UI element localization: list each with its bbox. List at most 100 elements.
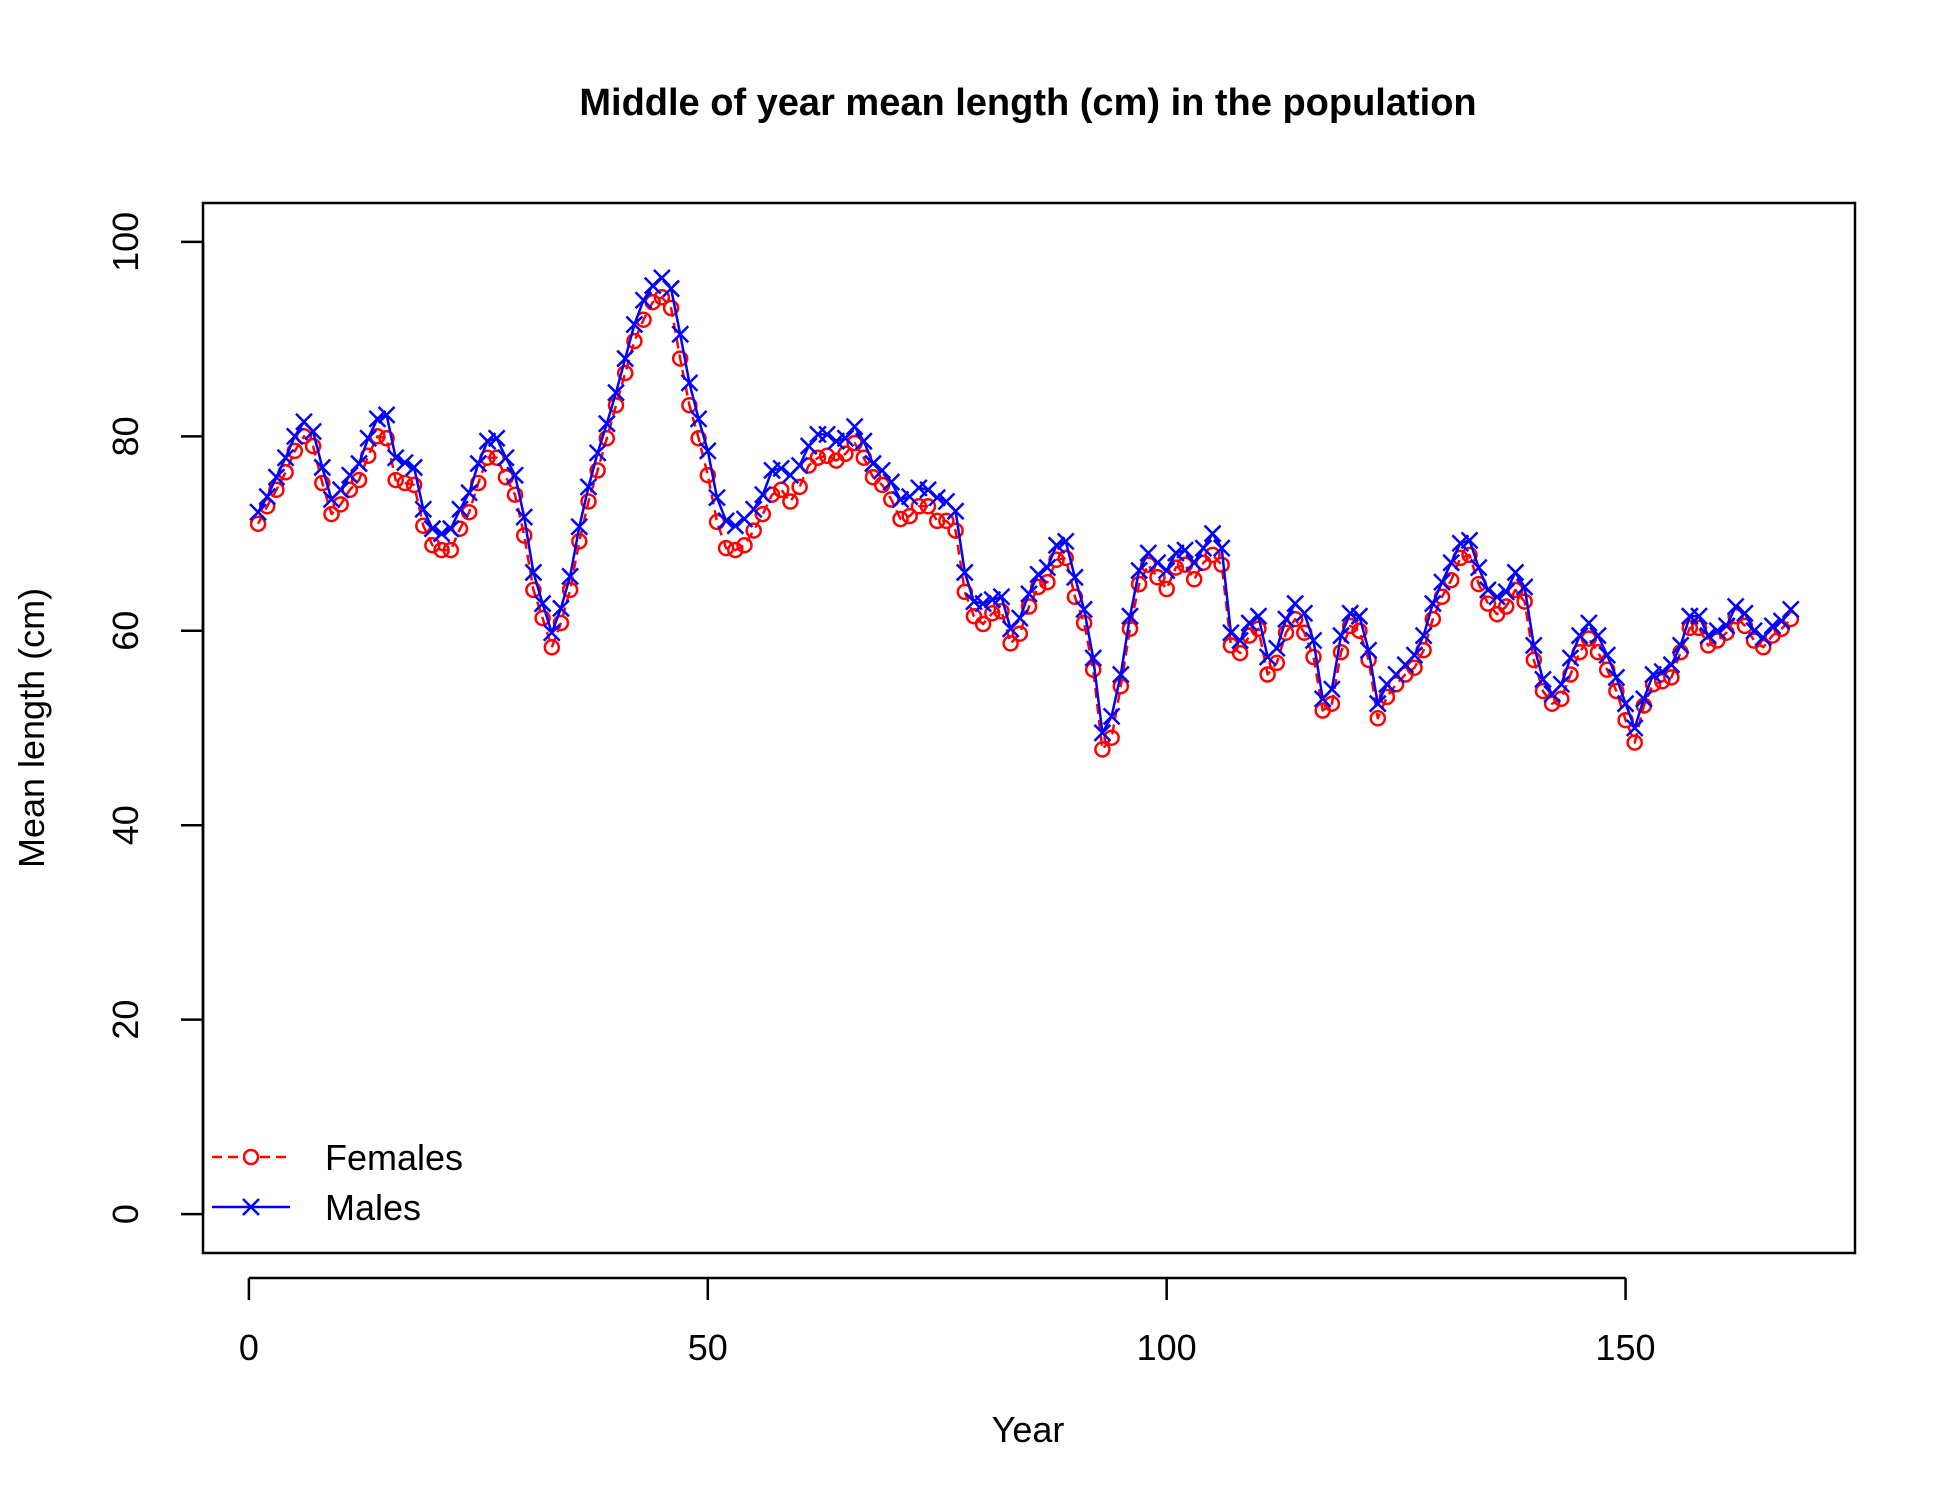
data-point-males (423, 519, 442, 538)
data-point-females (818, 447, 836, 465)
y-tick-label: 40 (105, 805, 146, 845)
data-point-females (699, 466, 717, 484)
data-point-males (386, 448, 405, 467)
data-point-males (441, 519, 460, 538)
data-point-males (1442, 553, 1461, 572)
data-point-males (1240, 614, 1259, 632)
data-point-males (744, 500, 763, 519)
data-point-males (1084, 649, 1103, 667)
data-point-females (1011, 625, 1029, 642)
y-tick-label: 60 (105, 611, 146, 651)
data-point-females (1553, 690, 1570, 708)
data-point-males (515, 508, 534, 526)
data-point-females (433, 541, 450, 559)
data-point-females (488, 449, 505, 466)
data-point-males (992, 587, 1011, 606)
data-point-males (1754, 628, 1773, 647)
data-point-females (405, 476, 423, 494)
data-point-males (928, 488, 947, 507)
data-point-females (1130, 575, 1148, 593)
data-point-females (350, 471, 368, 489)
y-tick-label: 20 (105, 1000, 146, 1040)
data-point-males (579, 478, 598, 496)
data-point-females (534, 609, 551, 627)
data-point-males (625, 315, 644, 334)
data-point-males (882, 473, 901, 491)
data-point-males (1662, 655, 1681, 674)
data-point-males (1515, 578, 1534, 596)
data-point-males (1433, 573, 1451, 592)
data-point-females (910, 498, 928, 515)
data-point-females (1369, 710, 1387, 727)
x-axis-label: Year (992, 1409, 1065, 1450)
data-point-females (1497, 598, 1515, 615)
data-point-males (753, 485, 772, 504)
data-point-females (1351, 622, 1368, 640)
data-point-males (1607, 668, 1626, 687)
data-point-females (662, 299, 680, 317)
data-point-females (1654, 673, 1671, 690)
data-point-females (1479, 595, 1497, 612)
data-point-males (1010, 609, 1029, 628)
data-point-males (772, 459, 791, 478)
data-point-males (552, 599, 570, 618)
data-point-females (424, 536, 441, 554)
data-point-females (607, 396, 625, 414)
data-point-males (1249, 607, 1268, 626)
data-point-females (1002, 635, 1019, 652)
data-point-males (955, 563, 974, 582)
data-point-males (533, 594, 552, 613)
data-point-males (1781, 600, 1800, 619)
data-point-females (1185, 571, 1203, 588)
data-point-males (1625, 719, 1644, 737)
chart-title: Middle of year mean length (cm) in the p… (579, 82, 1476, 124)
data-point-males (717, 512, 736, 530)
legend-entry-females: Females (212, 1137, 463, 1178)
data-point-males (799, 437, 818, 455)
data-point-females (837, 445, 854, 463)
data-point-males (680, 373, 699, 392)
data-point-males (689, 409, 708, 428)
data-point-females (1231, 644, 1249, 662)
data-point-females (396, 474, 414, 492)
data-point-males (496, 448, 515, 467)
data-point-females (506, 486, 524, 503)
data-point-females (451, 520, 469, 537)
data-point-males (836, 429, 855, 448)
data-point-males (1552, 675, 1571, 694)
data-point-females (314, 474, 331, 492)
data-point-males (1203, 524, 1222, 543)
data-point-females (1525, 651, 1543, 669)
data-point-males (1194, 539, 1213, 558)
data-point-males (1524, 636, 1543, 655)
data-point-males (708, 488, 726, 507)
data-point-males (1479, 581, 1497, 599)
data-point-males (698, 442, 717, 460)
data-point-males (1690, 607, 1708, 626)
data-point-females (515, 527, 533, 544)
data-point-males (974, 594, 992, 613)
data-point-males (1322, 680, 1341, 698)
data-point-males (1332, 626, 1350, 645)
data-point-females (552, 614, 570, 632)
data-point-males (1579, 614, 1598, 632)
legend-marker-females (242, 1148, 260, 1166)
data-point-males (1267, 639, 1286, 658)
data-point-males (1075, 600, 1093, 619)
legend: Females Males (212, 1137, 463, 1228)
data-point-males (1726, 597, 1745, 616)
data-point-females (1066, 588, 1084, 606)
data-point-males (588, 443, 607, 462)
data-point-males (1616, 694, 1635, 713)
data-point-females (717, 539, 735, 557)
x-tick-label: 50 (688, 1327, 728, 1368)
data-point-females (1057, 549, 1074, 567)
data-point-females (1754, 639, 1772, 656)
data-point-males (1598, 646, 1617, 664)
data-point-males (1093, 723, 1112, 742)
data-point-males (1295, 604, 1314, 623)
data-point-females (571, 533, 588, 550)
data-point-males (561, 567, 579, 586)
data-point-males (634, 291, 653, 310)
series-layer (249, 268, 1800, 758)
